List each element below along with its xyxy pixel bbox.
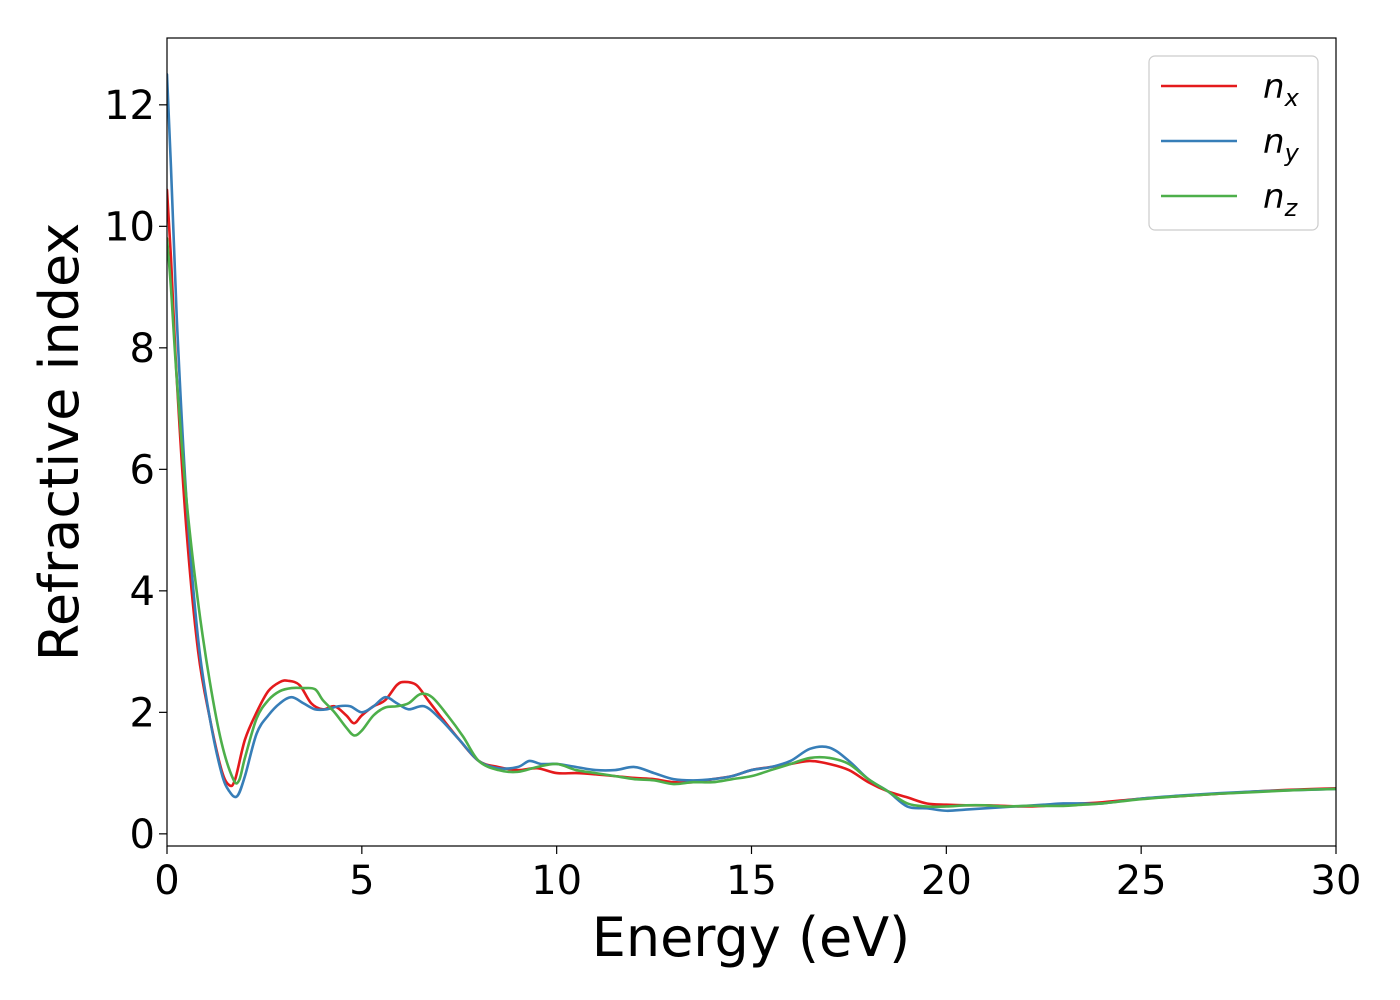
y-tick-label: 4 [130, 569, 155, 615]
y-axis-title: Refractive index [28, 223, 91, 662]
x-axis-title: Energy (eV) [592, 906, 911, 969]
y-tick-label: 8 [130, 326, 155, 372]
x-axis: 0 5 10 15 20 25 30 [154, 846, 1361, 904]
y-axis: 0 2 4 6 8 10 12 [104, 83, 167, 858]
series-layer [167, 73, 1336, 813]
x-tick-label: 10 [531, 858, 582, 904]
y-tick-label: 0 [130, 812, 155, 858]
x-tick-label: 20 [921, 858, 972, 904]
x-tick-label: 25 [1116, 858, 1167, 904]
x-tick-label: 15 [726, 858, 777, 904]
series-line-n-z [167, 237, 1336, 809]
y-tick-label: 12 [104, 83, 155, 129]
y-tick-label: 6 [130, 447, 155, 493]
legend-label-n-z: nz [1263, 177, 1299, 222]
legend-label-n-x: nx [1263, 67, 1300, 112]
legend-box [1148, 55, 1319, 231]
x-tick-label: 5 [349, 858, 374, 904]
x-tick-label: 30 [1311, 858, 1362, 904]
legend: nx ny nz [1148, 55, 1319, 231]
y-tick-label: 10 [104, 204, 155, 250]
legend-label-n-y: ny [1263, 122, 1300, 167]
y-tick-label: 2 [130, 690, 155, 736]
series-line-n-x [167, 188, 1336, 808]
x-tick-label: 0 [154, 858, 179, 904]
